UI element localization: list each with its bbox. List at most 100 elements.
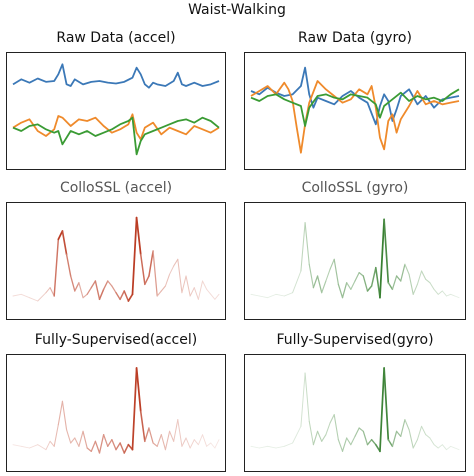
supervised-accel-segment xyxy=(20,445,30,449)
supervised-gyro-segment xyxy=(429,437,435,446)
collossl-accel-segment xyxy=(127,293,134,302)
supervised-gyro-segment xyxy=(387,438,394,448)
collossl-gyro-segment xyxy=(454,295,460,299)
supervised-gyro-segment xyxy=(379,367,385,453)
supervised-accel-segment xyxy=(169,430,175,442)
supervised-accel-segment xyxy=(206,442,212,447)
supervised-accel-segment xyxy=(185,437,191,449)
supervised-accel-segment xyxy=(177,419,183,447)
collossl-gyro-segment xyxy=(383,218,390,284)
collossl-accel-segment xyxy=(181,275,187,294)
supervised-gyro-segment xyxy=(267,445,277,449)
collossl-accel-segment xyxy=(144,275,150,286)
collossl-gyro-plot xyxy=(250,218,460,299)
collossl-accel-segment xyxy=(202,280,208,290)
supervised-gyro-segment xyxy=(383,367,390,441)
supervised-accel-segment xyxy=(123,443,130,454)
supervised-accel-segment xyxy=(86,447,92,452)
supervised-accel-segment xyxy=(74,437,80,447)
supervised-accel-segment xyxy=(90,440,97,452)
collossl-accel-segment xyxy=(111,285,117,294)
collossl-accel-segment xyxy=(135,216,142,256)
collossl-gyro-segment xyxy=(416,270,423,285)
supervised-gyro-segment xyxy=(416,425,423,441)
supervised-accel-segment xyxy=(57,400,64,426)
supervised-accel-segment xyxy=(164,430,171,451)
supervised-gyro-segment xyxy=(400,419,406,437)
supervised-gyro-segment xyxy=(354,427,360,437)
collossl-accel-segment xyxy=(123,290,130,302)
collossl-accel-segment xyxy=(206,288,212,295)
collossl-accel-segment xyxy=(139,253,146,286)
supervised-gyro-plot xyxy=(250,367,460,453)
supervised-gyro-segment xyxy=(433,444,439,449)
collossl-accel-segment xyxy=(173,258,179,267)
supervised-gyro-segment xyxy=(258,445,269,449)
supervised-accel-segment xyxy=(139,410,146,443)
supervised-gyro-segment xyxy=(304,372,310,422)
supervised-accel-segment xyxy=(37,444,47,451)
raw-gyro-series-1 xyxy=(250,80,460,154)
collossl-gyro-segment xyxy=(437,290,443,295)
collossl-gyro-segment xyxy=(258,295,269,299)
raw-accel-title: Raw Data (accel) xyxy=(56,30,176,46)
raw-gyro-chart xyxy=(244,52,466,170)
collossl-accel-segment xyxy=(214,293,220,300)
collossl-accel-segment xyxy=(119,290,125,301)
supervised-accel-segment xyxy=(82,430,88,449)
supervised-accel-segment xyxy=(119,442,125,454)
figure-title: Waist-Walking xyxy=(188,2,286,18)
collossl-accel-segment xyxy=(193,287,199,300)
supervised-accel-segment xyxy=(49,440,55,447)
supervised-gyro-segment xyxy=(312,430,319,446)
supervised-accel-segment xyxy=(152,442,158,447)
collossl-gyro-segment xyxy=(433,288,439,295)
supervised-gyro-segment xyxy=(350,435,356,446)
supervised-accel-segment xyxy=(214,439,220,449)
collossl-gyro-segment xyxy=(321,280,327,294)
supervised-accel-segment xyxy=(98,434,105,454)
supervised-gyro-segment xyxy=(366,439,373,446)
collossl-accel-segment xyxy=(156,290,162,297)
collossl-accel-segment xyxy=(65,253,72,277)
supervised-accel-segment xyxy=(94,440,101,454)
supervised-accel-plot xyxy=(12,367,220,454)
collossl-gyro-segment xyxy=(337,283,344,299)
collossl-gyro-segment xyxy=(341,282,348,299)
supervised-accel-segment xyxy=(61,400,68,431)
supervised-gyro-segment xyxy=(454,447,460,451)
supervised-gyro-segment xyxy=(329,414,335,424)
supervised-accel-segment xyxy=(45,440,51,451)
supervised-gyro-segment xyxy=(341,437,348,452)
collossl-gyro-segment xyxy=(333,258,339,285)
supervised-accel-segment xyxy=(70,437,76,444)
collossl-accel-title: ColloSSL (accel) xyxy=(59,180,173,196)
collossl-accel-segment xyxy=(61,230,68,256)
collossl-accel-segment xyxy=(160,285,166,292)
supervised-gyro-segment xyxy=(370,438,377,446)
supervised-accel-chart xyxy=(6,354,226,472)
collossl-gyro-chart xyxy=(244,202,466,320)
supervised-gyro-segment xyxy=(333,414,339,441)
supervised-gyro-segment xyxy=(321,434,327,442)
collossl-accel-segment xyxy=(177,258,183,294)
supervised-gyro-segment xyxy=(437,444,443,449)
supervised-gyro-segment xyxy=(325,422,331,436)
supervised-accel-segment xyxy=(173,419,179,442)
collossl-gyro-segment xyxy=(250,293,260,297)
collossl-gyro-segment xyxy=(391,275,398,290)
supervised-gyro-segment xyxy=(391,430,398,447)
collossl-gyro-segment xyxy=(375,266,381,299)
collossl-gyro-segment xyxy=(346,282,352,290)
collossl-gyro-segment xyxy=(412,283,418,295)
collossl-gyro-segment xyxy=(312,275,319,289)
supervised-gyro-segment xyxy=(408,429,414,449)
supervised-gyro-title: Fully-Supervised(gyro) xyxy=(276,332,434,348)
collossl-accel-segment xyxy=(29,297,39,302)
supervised-accel-segment xyxy=(197,434,203,446)
supervised-gyro-segment xyxy=(404,419,410,431)
collossl-accel-segment xyxy=(70,275,76,292)
collossl-accel-segment xyxy=(94,280,101,301)
collossl-accel-segment xyxy=(98,288,105,301)
collossl-gyro-segment xyxy=(283,292,294,297)
